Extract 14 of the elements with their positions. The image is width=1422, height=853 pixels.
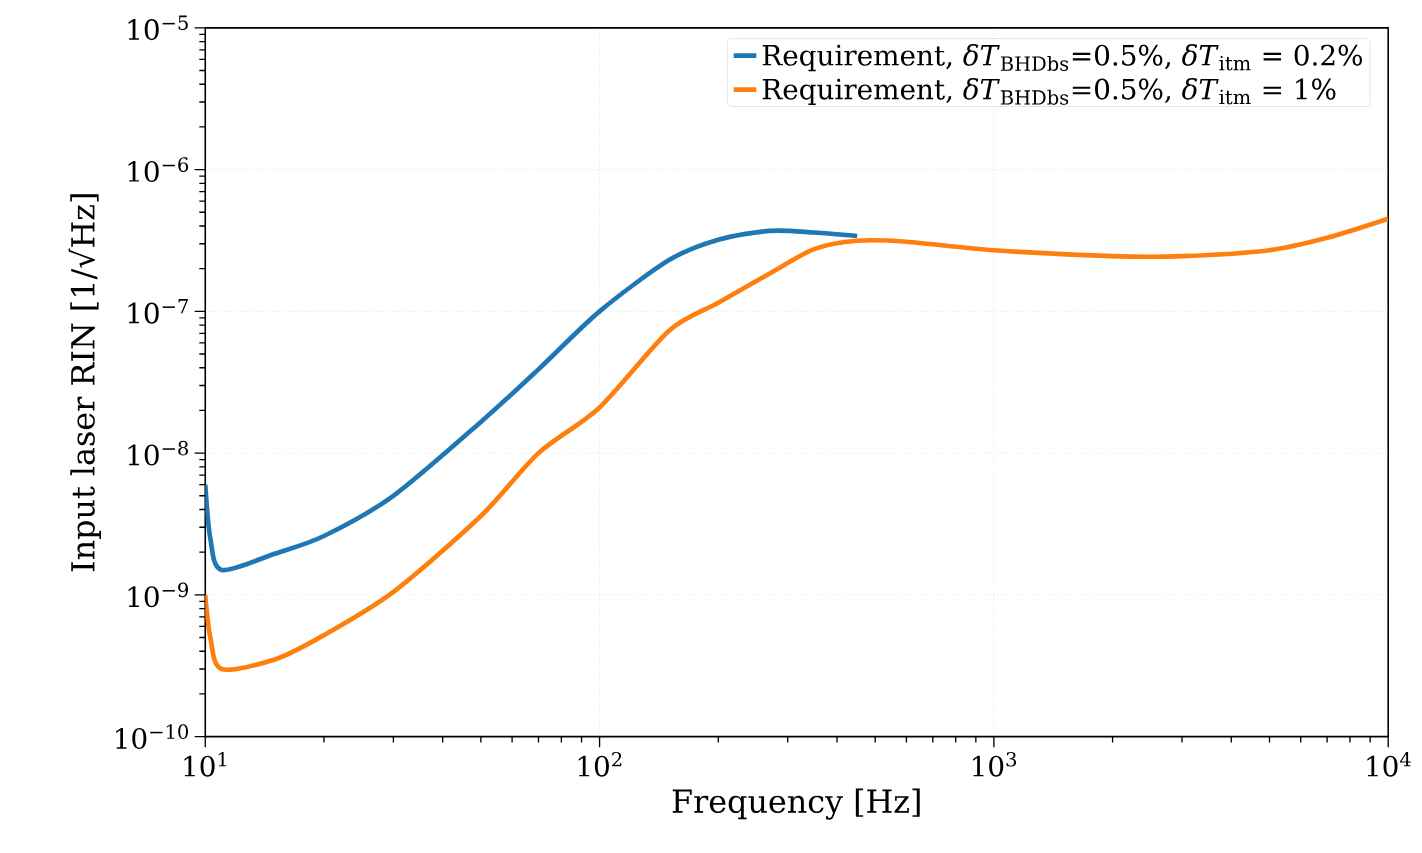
x-axis-title: Frequency [Hz] xyxy=(672,788,920,820)
y-tick-label: 10$^{−10}$ xyxy=(116,724,189,750)
y-tick-label: 10$^{−5}$ xyxy=(128,15,188,41)
y-tick-label: 10$^{−7}$ xyxy=(128,299,188,324)
x-tick-label: 10$^{3}$ xyxy=(973,751,1017,777)
x-tick-label: 10$^{1}$ xyxy=(184,751,227,777)
y-tick-label: 10$^{−6}$ xyxy=(128,157,189,183)
y-tick-label: 10$^{−8}$ xyxy=(128,440,189,466)
x-tick-label: 10$^{4}$ xyxy=(1367,751,1411,777)
x-tick-label: 10$^{2}$ xyxy=(578,751,622,777)
y-axis-title: Input laser RIN [1/√Hz] xyxy=(68,194,102,572)
y-tick-label: 10$^{−9}$ xyxy=(128,582,189,608)
legend-label: Requirement, δT$_{BHDbs}$=0.5%, δT$_{itm}$ = 0.2% xyxy=(762,44,1362,72)
legend-label: Requirement, δT$_{BHDbs}$=0.5%, δT$_{itm}$ = 1% xyxy=(762,77,1336,106)
